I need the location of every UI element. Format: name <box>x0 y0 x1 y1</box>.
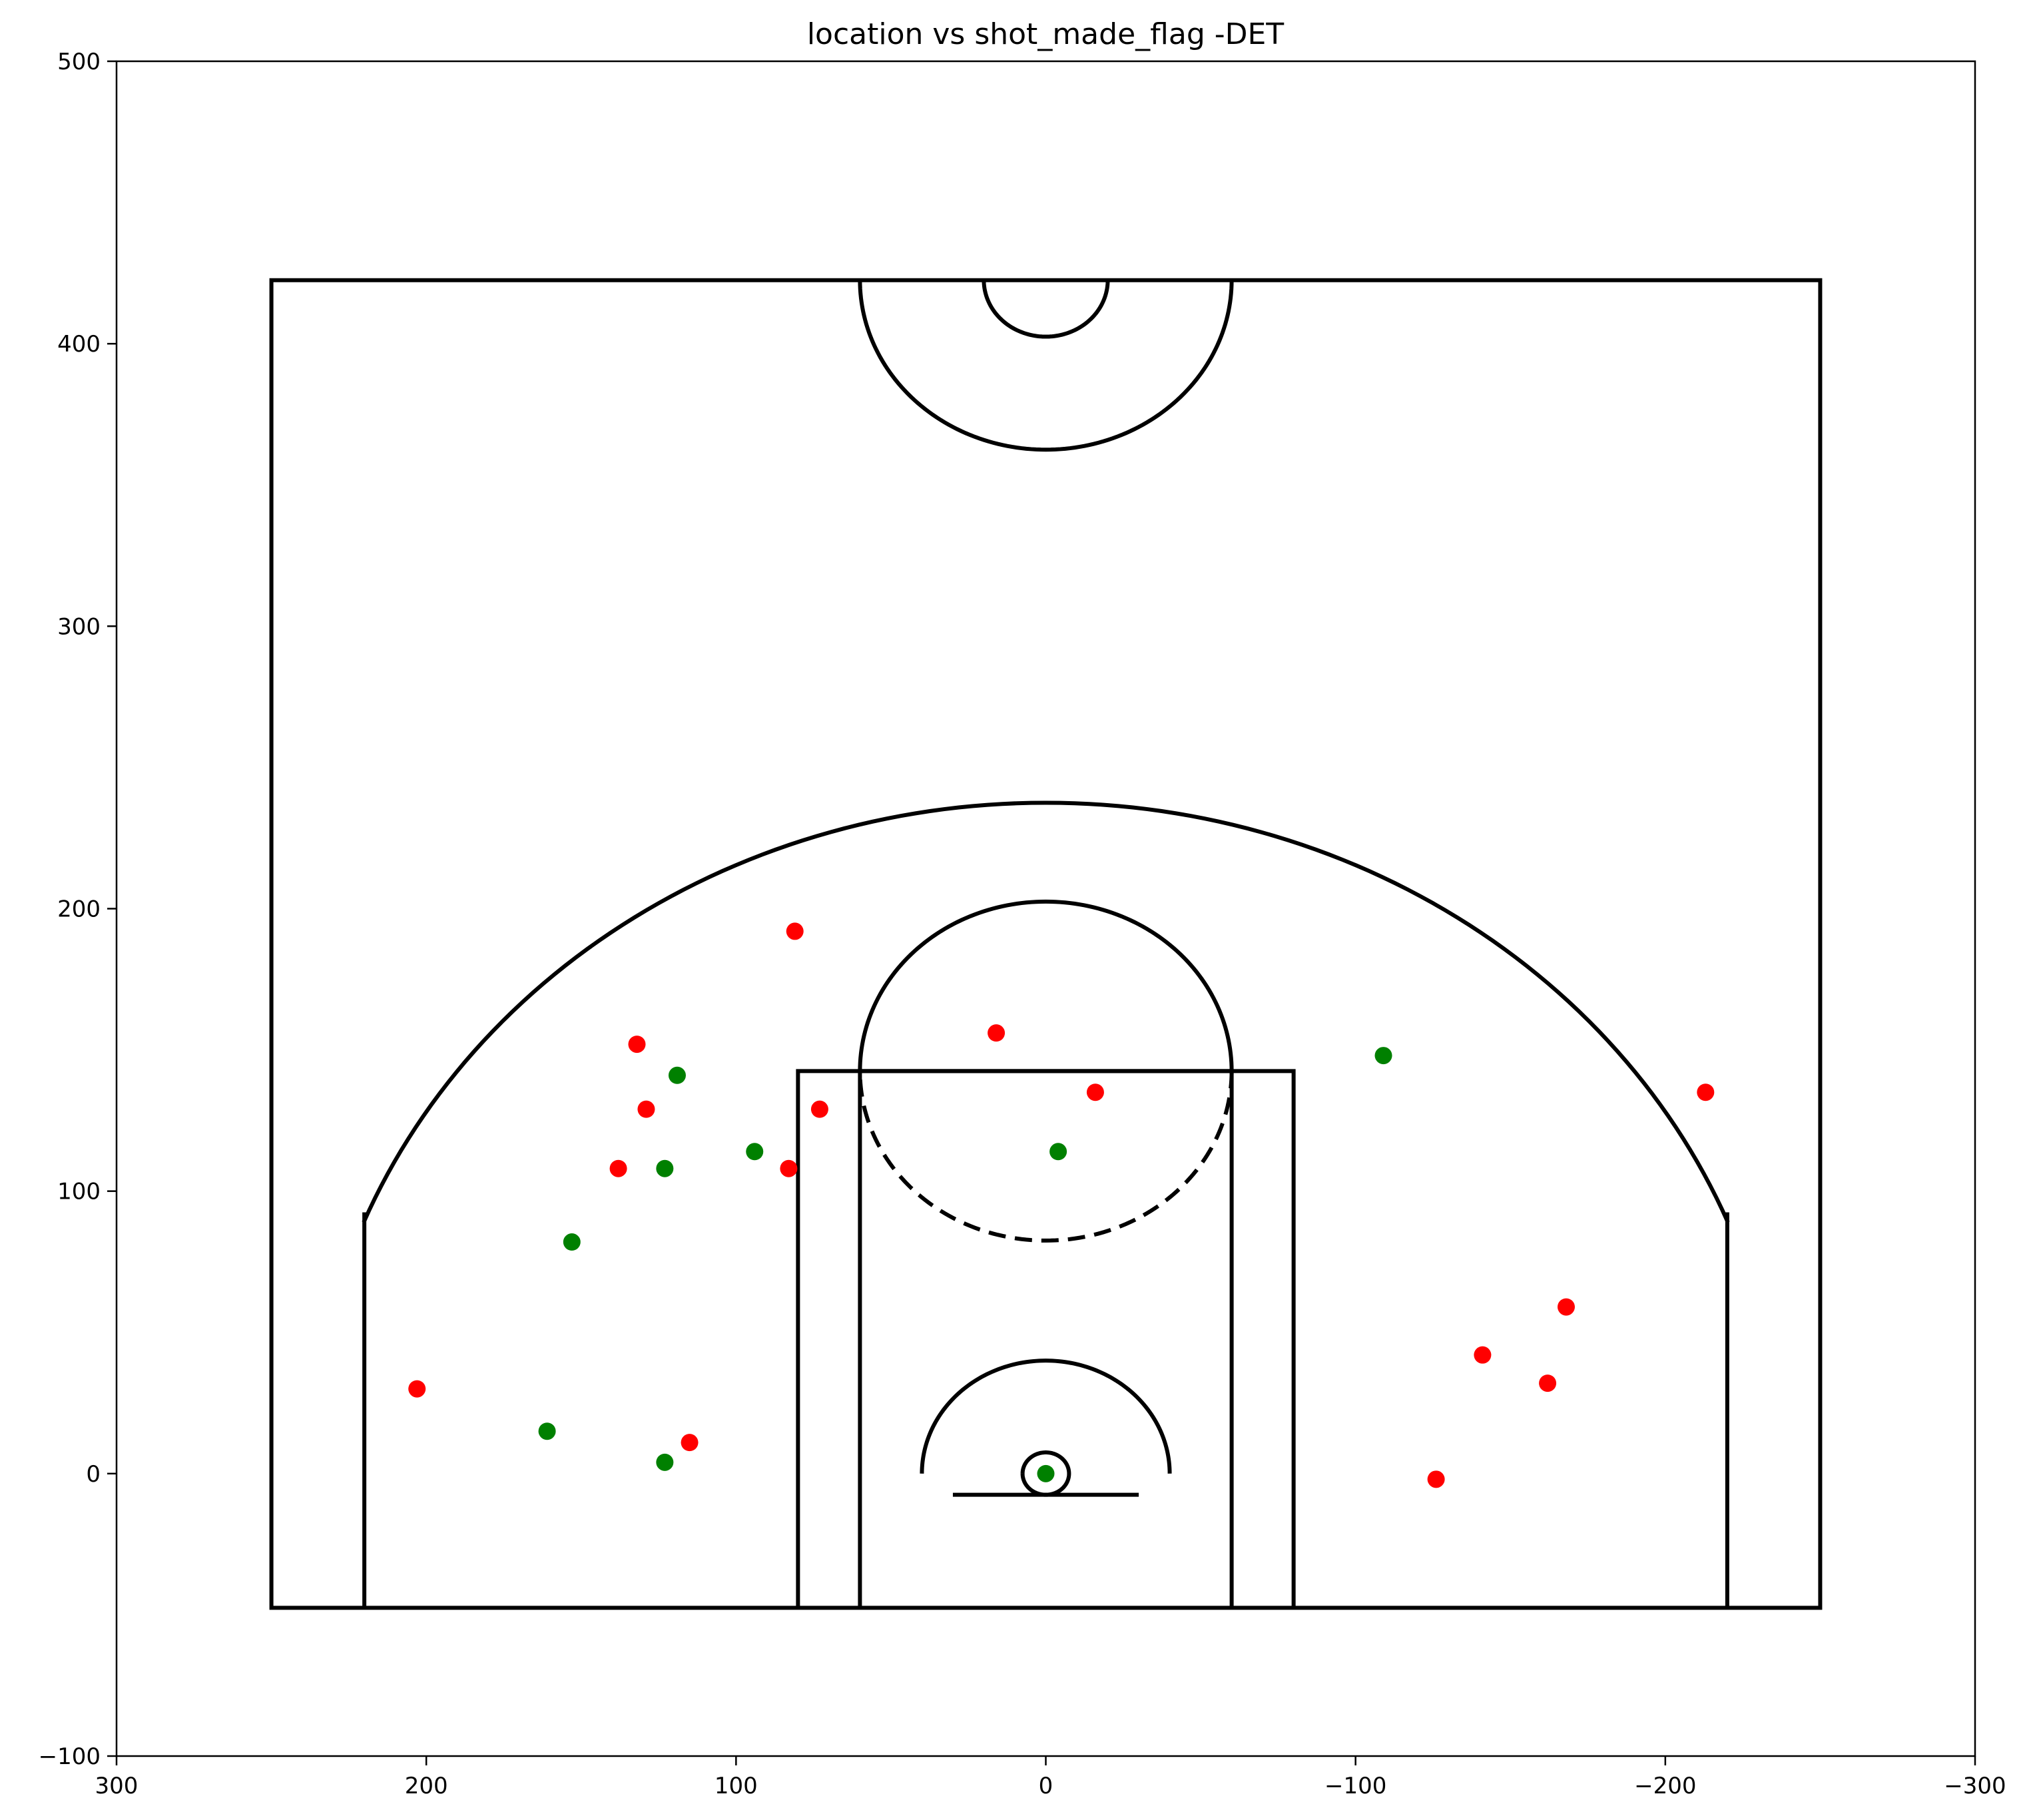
missed-shot-point <box>637 1100 655 1118</box>
made-shot-point <box>746 1143 764 1161</box>
missed-shot-point <box>786 922 804 940</box>
missed-shot-point <box>408 1380 426 1398</box>
missed-shot-point <box>1557 1298 1575 1316</box>
hoop <box>1020 1450 1071 1497</box>
y-tick-label: 200 <box>57 896 101 923</box>
made-shot-point <box>1049 1143 1067 1161</box>
y-tick-label: 500 <box>57 49 101 75</box>
x-tick-label: 300 <box>95 1773 139 1799</box>
missed-shot-point <box>1086 1083 1104 1101</box>
missed-shot-point <box>1697 1083 1715 1101</box>
center-inner-arc <box>982 280 1110 339</box>
made-shot-point <box>668 1066 686 1084</box>
three-point-arc <box>362 800 1730 1223</box>
x-tick-label: 200 <box>405 1773 448 1799</box>
y-tick-label: 300 <box>57 613 101 640</box>
x-tick-label: 100 <box>715 1773 758 1799</box>
x-tick-label: −100 <box>1324 1773 1386 1799</box>
missed-shot-point <box>681 1434 699 1452</box>
x-tick-label: 0 <box>1039 1773 1053 1799</box>
missed-shot-point <box>1539 1374 1557 1392</box>
made-shot-point <box>656 1453 674 1471</box>
missed-shot-point <box>628 1036 646 1054</box>
center-outer-arc <box>858 280 1234 452</box>
shot-markers <box>408 922 1715 1488</box>
made-shot-point <box>1037 1464 1055 1482</box>
plot-frame <box>115 60 1976 1757</box>
y-tick-label: −100 <box>39 1743 101 1770</box>
missed-shot-point <box>988 1024 1006 1042</box>
chart-title: location vs shot_made_flag -DET <box>807 17 1284 51</box>
y-tick-label: 0 <box>86 1461 101 1488</box>
x-tick-label: −200 <box>1634 1773 1696 1799</box>
y-axis: 500 400 300 200 100 0 −100 <box>39 49 117 1770</box>
missed-shot-point <box>609 1159 627 1177</box>
y-tick-label: 400 <box>57 331 101 358</box>
missed-shot-point <box>1474 1346 1492 1364</box>
made-shot-point <box>563 1233 581 1251</box>
restricted-area-arc <box>920 1359 1172 1474</box>
made-shot-point <box>538 1422 556 1440</box>
missed-shot-point <box>1427 1470 1445 1488</box>
x-tick-label: −300 <box>1944 1773 2006 1799</box>
free-throw-bottom-arc <box>858 1071 1234 1243</box>
missed-shot-point <box>810 1100 828 1118</box>
missed-shot-point <box>780 1159 798 1177</box>
made-shot-point <box>1374 1047 1392 1065</box>
court-lines <box>269 278 1823 1610</box>
made-shot-point <box>656 1159 674 1177</box>
paint-outer-box <box>796 1069 1296 1608</box>
court-outer-lines <box>269 278 1823 1610</box>
x-axis: 300 200 100 0 −100 −200 −300 <box>95 1756 2006 1799</box>
free-throw-top-arc <box>858 899 1234 1071</box>
paint-inner-box <box>858 1069 1234 1608</box>
y-tick-label: 100 <box>57 1179 101 1205</box>
